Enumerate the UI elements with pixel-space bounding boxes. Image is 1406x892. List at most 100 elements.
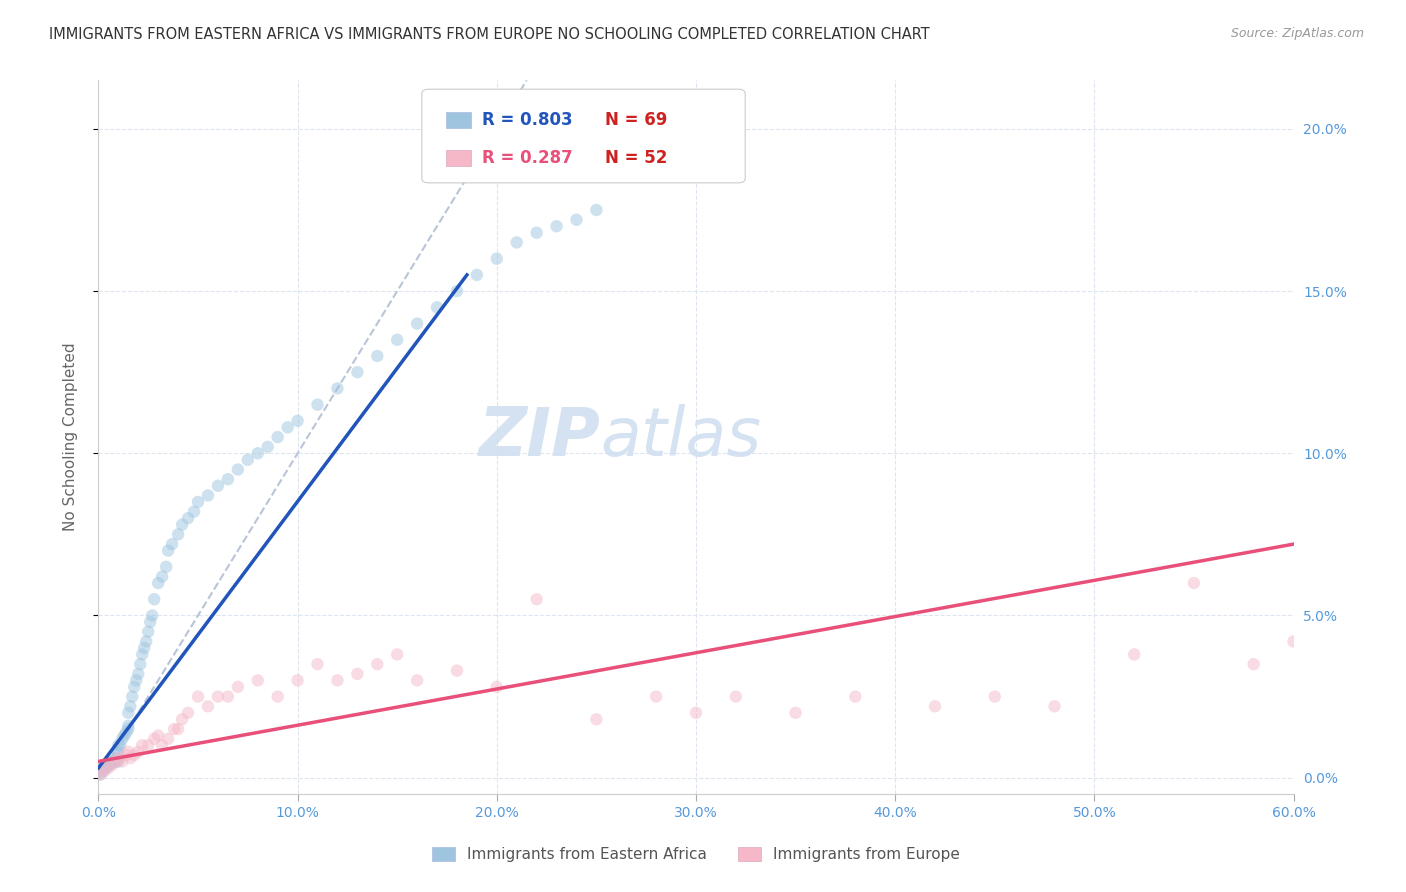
Point xyxy=(117,706,139,720)
Point xyxy=(1282,634,1305,648)
Point xyxy=(197,488,219,502)
Point xyxy=(89,767,111,781)
Point xyxy=(134,640,156,655)
Point xyxy=(129,657,152,672)
Point xyxy=(148,576,170,591)
Point xyxy=(120,751,142,765)
Point xyxy=(585,202,607,217)
Point xyxy=(111,755,134,769)
Point xyxy=(115,747,138,762)
Point xyxy=(406,673,429,688)
Point xyxy=(110,738,132,752)
Point xyxy=(326,381,349,395)
Point xyxy=(585,712,607,726)
Point xyxy=(326,673,349,688)
Text: N = 69: N = 69 xyxy=(605,112,666,129)
Text: R = 0.287: R = 0.287 xyxy=(482,149,574,167)
Point xyxy=(226,680,249,694)
Point xyxy=(91,764,114,779)
Point xyxy=(107,747,129,762)
Point xyxy=(150,569,173,583)
Point xyxy=(307,657,329,672)
Point xyxy=(112,729,135,743)
Point xyxy=(785,706,807,720)
Text: atlas: atlas xyxy=(600,404,762,470)
Y-axis label: No Schooling Completed: No Schooling Completed xyxy=(63,343,77,532)
Point xyxy=(115,725,138,739)
Point xyxy=(366,657,388,672)
Point xyxy=(187,495,209,509)
Point xyxy=(1182,576,1205,591)
Point xyxy=(172,517,194,532)
Text: Source: ZipAtlas.com: Source: ZipAtlas.com xyxy=(1230,27,1364,40)
Point xyxy=(167,527,190,541)
Point xyxy=(103,755,125,769)
Point xyxy=(277,420,299,434)
Point xyxy=(150,738,173,752)
Point xyxy=(1243,657,1265,672)
Point xyxy=(97,761,120,775)
Point xyxy=(107,755,129,769)
Point xyxy=(105,755,128,769)
Point xyxy=(465,268,488,282)
Point xyxy=(136,738,159,752)
Point xyxy=(485,252,508,266)
Point xyxy=(107,751,129,765)
Point xyxy=(155,559,177,574)
Point xyxy=(217,690,239,704)
Point xyxy=(724,690,747,704)
Point xyxy=(307,398,329,412)
Point xyxy=(101,755,124,769)
Point xyxy=(127,666,149,681)
Point xyxy=(136,624,159,639)
Point xyxy=(406,317,429,331)
Point xyxy=(143,731,166,746)
Point xyxy=(93,761,115,775)
Point xyxy=(97,757,120,772)
Point xyxy=(366,349,388,363)
Point xyxy=(446,284,468,298)
Point xyxy=(101,757,124,772)
Point xyxy=(96,761,118,775)
Point xyxy=(139,615,162,629)
Point xyxy=(148,729,170,743)
Point xyxy=(111,731,134,746)
Point xyxy=(172,712,194,726)
Text: ZIP: ZIP xyxy=(478,404,600,470)
Point xyxy=(246,446,269,460)
Point xyxy=(121,690,143,704)
Point xyxy=(546,219,568,234)
Point xyxy=(107,751,129,765)
Point xyxy=(141,608,163,623)
Point xyxy=(287,673,309,688)
Point xyxy=(267,690,290,704)
Point xyxy=(197,699,219,714)
Point xyxy=(187,690,209,704)
Point xyxy=(346,365,368,379)
Point xyxy=(157,543,180,558)
Point xyxy=(177,706,200,720)
Point xyxy=(98,757,122,772)
Point xyxy=(135,634,157,648)
Point xyxy=(167,722,190,736)
Point xyxy=(117,722,139,736)
Point xyxy=(346,666,368,681)
Point xyxy=(526,226,548,240)
Point xyxy=(207,690,229,704)
Point xyxy=(217,472,239,486)
Point xyxy=(485,680,508,694)
Point xyxy=(107,738,129,752)
Point xyxy=(526,592,548,607)
Point xyxy=(1123,648,1146,662)
Point xyxy=(506,235,529,250)
Point xyxy=(426,301,449,315)
Point xyxy=(385,648,409,662)
Point xyxy=(236,452,259,467)
Point xyxy=(124,747,146,762)
Point xyxy=(105,755,128,769)
Point xyxy=(131,738,153,752)
Point xyxy=(117,719,139,733)
Point xyxy=(160,537,183,551)
Text: R = 0.803: R = 0.803 xyxy=(482,112,572,129)
Point xyxy=(93,764,115,779)
